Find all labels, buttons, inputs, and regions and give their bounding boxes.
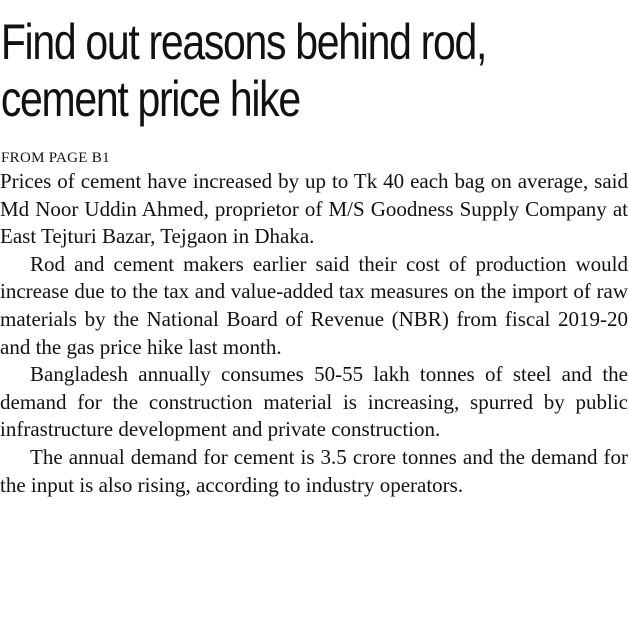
paragraph-1: Prices of cement have increased by up to…	[0, 169, 628, 249]
headline-line-1: Find out reasons behind rod,	[0, 14, 488, 70]
paragraph-3: Bangladesh annually consumes 50-55 lakh …	[0, 362, 628, 442]
news-article: Find out reasons behind rod, cement pric…	[0, 0, 629, 497]
article-body: Prices of cement have increased by up to…	[0, 168, 628, 499]
headline-line-2: cement price hike	[0, 71, 301, 127]
paragraph-4: The annual demand for cement is 3.5 cror…	[0, 444, 628, 497]
dateline: FROM PAGE B1	[1, 150, 110, 166]
headline: Find out reasons behind rod, cement pric…	[0, 14, 624, 128]
paragraph-2: Rod and cement makers earlier said their…	[0, 251, 628, 359]
